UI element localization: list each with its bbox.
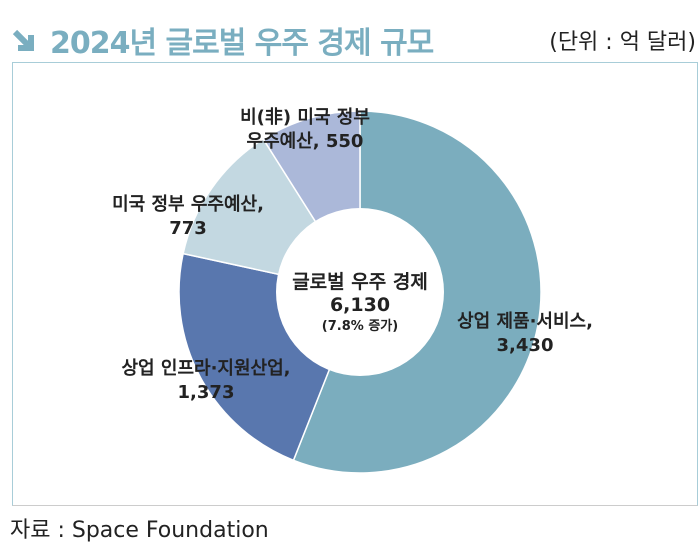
- slice-label: 우주예산, 550: [247, 131, 364, 152]
- slice-label: 비(非) 미국 정부: [240, 106, 370, 128]
- source-note: 자료 : Space Foundation: [10, 518, 269, 543]
- slice-label: 상업 제품·서비스,: [457, 311, 593, 332]
- chart-title: 2024년 글로벌 우주 경제 규모: [12, 18, 434, 62]
- slice-label: 상업 인프라·지원산업,: [122, 358, 291, 379]
- arrow-down-right-icon: [12, 26, 38, 61]
- slice-value: 3,430: [497, 335, 554, 356]
- donut-hole: [276, 208, 444, 376]
- title-text: 2024년 글로벌 우주 경제 규모: [50, 26, 434, 61]
- slice-label: 미국 정부 우주예산,: [112, 194, 264, 215]
- center-note: (7.8% 증가): [322, 319, 398, 334]
- chart-frame: [12, 62, 698, 506]
- slice-value: 1,373: [178, 382, 235, 403]
- center-label: 글로벌 우주 경제: [292, 271, 428, 293]
- center-total: 6,130: [330, 294, 390, 316]
- slice-value: 773: [169, 218, 207, 239]
- unit-label: (단위 : 억 달러): [549, 30, 696, 55]
